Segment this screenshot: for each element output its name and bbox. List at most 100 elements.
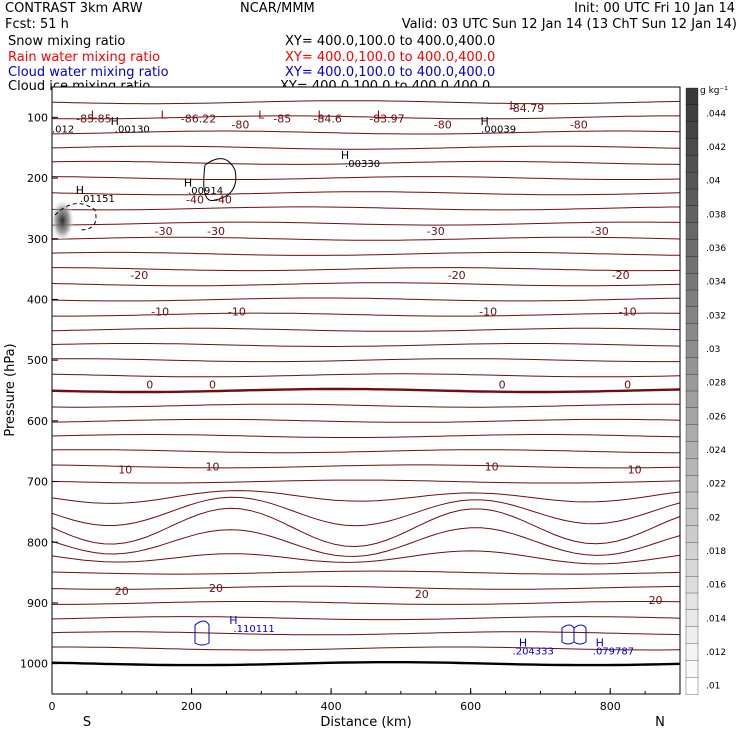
extremum-value-label: .01151 <box>80 194 115 205</box>
isotherm-line <box>51 479 681 484</box>
isotherm-line <box>51 616 681 621</box>
extremum-marker: L <box>377 108 384 121</box>
snow-contour <box>54 203 97 231</box>
colorbar-swatch <box>685 491 699 510</box>
y-tick-label: 700 <box>27 476 48 489</box>
isotherm-line <box>51 160 681 165</box>
colorbar-swatch <box>685 256 699 274</box>
extremum-marker: H <box>111 115 119 128</box>
temperature-label: -85.85 <box>76 113 111 126</box>
temperature-label: -10 <box>479 306 497 319</box>
extremum-marker: L <box>258 108 265 121</box>
colorbar-swatch <box>685 306 699 325</box>
isotherm-line <box>51 387 681 394</box>
temperature-label: 0 <box>146 378 153 391</box>
isotherm-line <box>51 661 681 667</box>
temperature-label: -80 <box>231 119 249 132</box>
temperature-label: -30 <box>155 225 173 238</box>
colorbar-tick-label: .04 <box>706 177 721 187</box>
colorbar-swatch <box>685 626 699 645</box>
x-axis-label: Distance (km) <box>320 715 411 730</box>
extremum-value-label: .00914 <box>188 186 223 197</box>
x-tick-label: 400 <box>321 700 342 713</box>
temperature-label: -20 <box>448 269 466 282</box>
temperature-label: 20 <box>649 594 663 607</box>
colorbar-swatch <box>685 660 699 678</box>
isotherm-line <box>51 403 680 408</box>
isotherm-line <box>51 115 680 120</box>
colorbar-unit: g kg⁻¹ <box>700 86 728 96</box>
colorbar-tick-label: .024 <box>706 446 726 456</box>
extremum-marker: H <box>480 115 488 128</box>
isotherm-line <box>51 496 681 527</box>
colorbar-swatch <box>685 239 699 257</box>
colorbar-swatch <box>685 121 699 140</box>
extremum-marker: H <box>229 614 237 627</box>
colorbar-tick-label: .01 <box>706 682 720 692</box>
isotherm-line <box>51 297 681 302</box>
isotherm-line <box>51 418 681 423</box>
extremum-value-label: .012 <box>52 124 74 135</box>
temperature-label: -30 <box>591 225 609 238</box>
temperature-label: -10 <box>619 306 637 319</box>
y-tick-label: 300 <box>27 233 48 246</box>
temperature-label: -86.22 <box>181 113 216 126</box>
cloud-ice-shading <box>50 198 75 243</box>
y-tick-label: 600 <box>27 415 48 428</box>
isotherm-line <box>51 449 680 454</box>
temperature-label: -10 <box>151 306 169 319</box>
colorbar-tick-label: .02 <box>706 513 720 523</box>
extremum-value-label: .00130 <box>115 124 150 135</box>
temperature-label: 0 <box>499 378 506 391</box>
colorbar-swatch <box>685 407 699 426</box>
colorbar-swatch <box>685 390 699 409</box>
isotherm-line <box>51 145 681 150</box>
plot-frame <box>51 86 681 695</box>
colorbar-swatch <box>685 475 699 493</box>
isotherm-line <box>51 100 681 105</box>
y-tick-label: 100 <box>27 111 48 124</box>
isotherm-line <box>51 570 681 575</box>
y-tick-label: 400 <box>27 293 48 306</box>
colorbar-swatch <box>685 508 699 527</box>
isotherm-line <box>51 236 681 241</box>
colorbar-swatch <box>685 441 699 459</box>
field-snow-xy: XY= 400.0,100.0 to 400.0,400.0 <box>285 34 496 49</box>
colorbar-tick-label: .016 <box>706 581 726 591</box>
isotherm-line <box>51 221 681 226</box>
temperature-label: 0 <box>624 378 631 391</box>
temperature-label: -84.79 <box>509 102 544 115</box>
isotherm-line <box>52 267 681 272</box>
isotherm-line <box>51 282 681 287</box>
isotherm-line <box>51 176 681 180</box>
isotherm-line <box>51 490 681 504</box>
temperature-label: 10 <box>118 463 132 476</box>
colorbar-swatch <box>685 104 699 123</box>
extremum-value-label: .00039 <box>481 124 516 135</box>
temperature-label: -84.6 <box>313 113 341 126</box>
temperature-label: 20 <box>209 582 223 595</box>
y-tick-label: 800 <box>27 536 48 549</box>
temperature-label: 0 <box>209 378 216 391</box>
temperature-label: -80 <box>570 119 588 132</box>
colorbar-swatch <box>685 222 699 241</box>
header-init-time: Init: 00 UTC Fri 10 Jan 14 <box>574 1 735 16</box>
colorbar-tick-label: .022 <box>706 480 726 490</box>
y-tick-label: 200 <box>27 172 48 185</box>
temperature-label: -40 <box>186 193 204 206</box>
colorbar-tick-label: .044 <box>706 109 726 119</box>
isotherm-line <box>51 631 681 636</box>
colorbar-swatch <box>685 188 699 207</box>
extremum-marker: H <box>76 184 84 197</box>
colorbar-swatch <box>685 289 699 308</box>
colorbar-swatch <box>685 87 699 106</box>
isotherm-line <box>52 312 681 317</box>
colorbar-tick-label: .026 <box>706 412 726 422</box>
colorbar-swatch <box>685 525 699 544</box>
snow-contour <box>203 158 237 202</box>
temperature-label: -30 <box>207 225 225 238</box>
temperature-label: 20 <box>415 588 429 601</box>
colorbar-tick-label: .028 <box>706 379 726 389</box>
isotherm-line <box>51 373 681 378</box>
temperature-label: -83.97 <box>369 113 404 126</box>
